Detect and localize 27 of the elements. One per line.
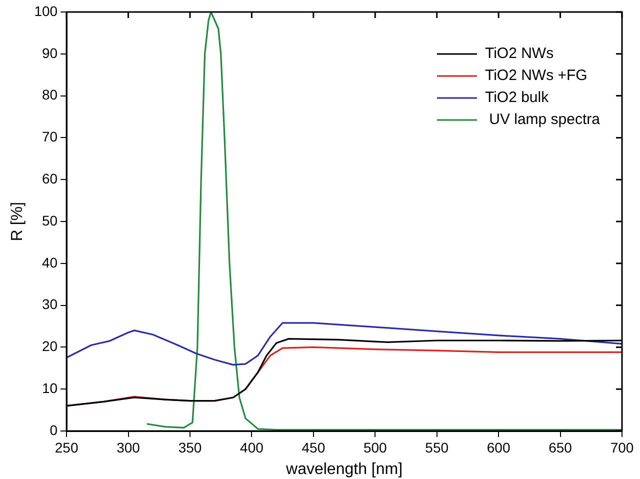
y-tick-label: 80: [42, 86, 58, 103]
legend-label: TiO2 bulk: [484, 89, 550, 106]
x-tick-label: 350: [178, 439, 202, 456]
y-tick-label: 0: [50, 422, 58, 438]
legend-label: TiO2 NWs +FG: [484, 67, 588, 84]
x-tick-label: 700: [610, 439, 634, 456]
y-tick-label: 10: [42, 380, 58, 396]
x-tick-label: 450: [302, 439, 326, 456]
y-tick-label: 40: [42, 254, 58, 270]
y-tick-label: 50: [42, 212, 58, 228]
x-tick-label: 250: [54, 439, 78, 456]
y-tick-label: 100: [34, 2, 58, 19]
y-tick-label: 90: [42, 44, 58, 61]
y-tick-label: 20: [42, 338, 58, 354]
y-tick-label: 30: [42, 296, 58, 312]
x-tick-label: 550: [425, 439, 449, 456]
y-tick-label: 70: [42, 128, 58, 145]
x-tick-label: 500: [363, 439, 388, 456]
x-tick-label: 600: [486, 439, 510, 456]
x-tick-label: 400: [240, 439, 264, 456]
x-tick-label: 650: [548, 439, 572, 456]
y-axis-title: R [%]: [9, 202, 26, 242]
legend-label: UV lamp spectra: [484, 111, 601, 128]
x-axis-title: wavelength [nm]: [285, 460, 403, 478]
y-tick-label: 60: [42, 170, 58, 186]
x-tick-label: 300: [116, 439, 140, 456]
legend-label: TiO2 NWs: [484, 45, 554, 62]
